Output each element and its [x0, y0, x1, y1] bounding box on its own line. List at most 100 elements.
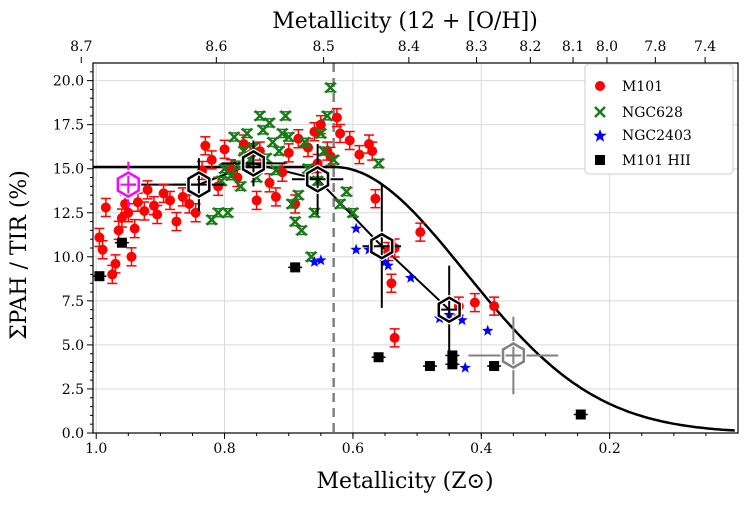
- m101-point: [370, 193, 381, 204]
- m101-point: [415, 227, 426, 238]
- binned-point: [501, 342, 526, 369]
- m101-point: [139, 206, 150, 216]
- y-tick-label: 12.5: [53, 206, 84, 222]
- y-tick-label: 5.0: [62, 338, 84, 354]
- ngc628-point: [253, 109, 266, 122]
- m101-point: [165, 195, 176, 206]
- ngc628-point: [347, 206, 359, 219]
- top-tick-label: 8.7: [70, 39, 92, 55]
- x-tick-label: 0.8: [213, 441, 235, 457]
- m101-point: [489, 301, 500, 312]
- y-tick-label: 20.0: [53, 74, 84, 90]
- ngc628-point: [298, 136, 311, 149]
- ngc628-point: [321, 109, 334, 122]
- ngc628-point: [340, 185, 353, 198]
- ngc628-point: [241, 127, 253, 140]
- y-tick-label: 2.5: [62, 382, 84, 398]
- m101-point: [97, 244, 108, 255]
- m101-hii-point: [447, 350, 458, 361]
- m101-point: [129, 223, 140, 234]
- m101-point: [469, 297, 480, 308]
- ngc628-point: [372, 157, 385, 170]
- ngc628-point: [314, 127, 327, 140]
- top-tick-label: 8.6: [205, 39, 227, 55]
- ngc2403-point: [315, 254, 327, 266]
- ngc628-point: [225, 169, 237, 182]
- ngc628-point: [228, 131, 241, 143]
- ngc628-point: [266, 136, 279, 149]
- top-tick-label: 8.4: [398, 39, 420, 55]
- top-x-axis: 8.7 8.6 8.5 8.4 8.3 8.2 8.1 8.0 7.8 7.4: [70, 39, 716, 63]
- binned-point: [437, 296, 461, 324]
- legend-marker-ngc2403: [593, 129, 607, 142]
- ngc628-point: [292, 189, 305, 202]
- m101-hii-point: [94, 271, 105, 282]
- ngc628-point: [270, 164, 282, 177]
- m101-point: [142, 184, 153, 195]
- legend-marker-m101-hii: [595, 155, 605, 165]
- m101-point: [126, 251, 137, 262]
- y-axis: 0.0 2.5 5.0 7.5 10.0 12.5 15.0 17.5 20.0: [53, 71, 93, 442]
- m101-hii-point: [373, 352, 384, 363]
- ngc2403-point: [350, 243, 362, 255]
- m101-point: [367, 146, 378, 157]
- legend-label-m101-hii: M101 HII: [622, 153, 691, 169]
- y-tick-label: 17.5: [53, 118, 84, 134]
- legend-marker-ngc628: [594, 106, 606, 118]
- y-tick-label: 0.0: [62, 426, 84, 442]
- top-x-axis-title: Metallicity (12 + [O/H]): [272, 9, 538, 34]
- m101-hii-point: [290, 262, 301, 273]
- legend: M101 NGC628 NGC2403 M101 HII: [584, 63, 734, 175]
- y-axis-title: ΣPAH / TIR (%): [7, 170, 32, 340]
- binned-point: [187, 171, 211, 199]
- m101-point: [335, 128, 346, 139]
- ngc628-point: [212, 206, 225, 219]
- ngc2403-point: [350, 222, 362, 234]
- top-tick-label: 8.0: [596, 39, 618, 55]
- x-axis-title: Metallicity (Z⊙): [316, 469, 493, 494]
- m101-point: [206, 154, 217, 165]
- ngc628-point: [282, 131, 295, 143]
- m101-hii-point: [447, 359, 458, 370]
- m101-point: [331, 112, 342, 123]
- binned-point: [241, 149, 266, 177]
- m101-point: [113, 225, 124, 236]
- legend-label-ngc2403: NGC2403: [622, 128, 692, 144]
- top-tick-label: 8.2: [519, 39, 541, 55]
- m101-hii-point: [575, 409, 586, 420]
- m101-point: [389, 332, 400, 343]
- ngc628-point: [276, 127, 289, 140]
- m101-point: [200, 140, 211, 151]
- m101-point: [303, 142, 313, 153]
- m101-point: [94, 232, 105, 243]
- top-tick-label: 8.1: [562, 39, 584, 55]
- m101-point: [123, 207, 134, 218]
- ngc628-point: [279, 109, 292, 122]
- m101-point: [293, 133, 304, 144]
- x-tick-label: 0.6: [342, 441, 364, 457]
- binned-points: [115, 140, 559, 395]
- y-tick-label: 15.0: [53, 162, 84, 178]
- m101-point: [354, 149, 365, 160]
- ngc628-point: [234, 180, 247, 193]
- ngc628-point: [221, 206, 234, 219]
- ngc2403-point: [482, 324, 494, 336]
- m101-point: [283, 147, 294, 158]
- m101-point: [100, 202, 111, 213]
- m101-point: [251, 195, 262, 206]
- m101-point: [386, 278, 397, 289]
- m101-hii-point: [116, 237, 127, 248]
- ngc628-point: [324, 81, 337, 94]
- m101-point: [264, 177, 275, 188]
- m101-point: [344, 135, 355, 146]
- m101-point: [152, 209, 163, 220]
- ngc628-point: [289, 215, 302, 228]
- y-tick-label: 7.5: [62, 294, 84, 310]
- x-tick-label: 0.4: [470, 441, 492, 457]
- legend-label-m101: M101: [622, 79, 663, 95]
- m101-point: [219, 144, 230, 155]
- top-tick-label: 8.3: [465, 39, 487, 55]
- m101-point: [132, 197, 143, 208]
- ngc2403-point: [379, 256, 391, 267]
- m101-point: [110, 258, 121, 269]
